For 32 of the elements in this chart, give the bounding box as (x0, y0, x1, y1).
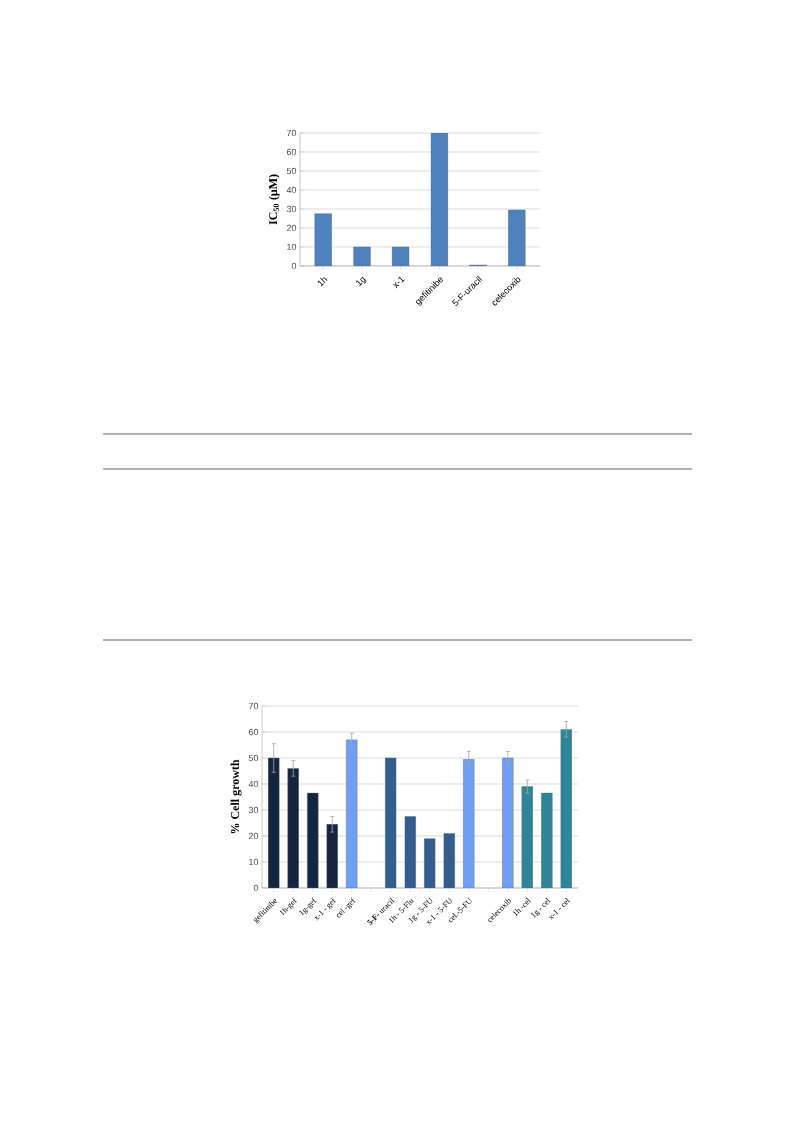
y-tick-label: 10 (287, 243, 297, 251)
x-tick-label: 1h (317, 277, 328, 287)
y-tick-label: 0 (291, 262, 297, 270)
bar (287, 768, 299, 888)
y-tick-label: 30 (248, 806, 259, 814)
y-tick-label: 60 (248, 728, 259, 736)
y-tick-label: 30 (286, 205, 297, 213)
bar (404, 816, 416, 888)
y-tick-label: 20 (248, 832, 259, 840)
bar (521, 786, 533, 888)
bar (463, 759, 475, 888)
y-tick-label: 70 (248, 702, 259, 710)
bar (326, 824, 338, 888)
bar (314, 213, 332, 266)
y-tick-label: 50 (248, 754, 259, 762)
y-tick-label: 40 (248, 780, 259, 788)
x-tick-label: cel -gef (336, 897, 356, 918)
y-tick-label: 40 (286, 186, 297, 194)
y-tick-label: 20 (286, 224, 297, 232)
bar (430, 133, 449, 266)
y-tick-label: 0 (253, 884, 259, 892)
y-tick-label: 60 (286, 148, 297, 156)
y-axis-title: % Cell growth (230, 759, 242, 834)
x-tick-label: 1h -cel (513, 897, 532, 917)
y-axis-title: IC$_{50}$ (μM) (268, 174, 280, 225)
y-tick-label: 70 (286, 129, 297, 137)
y-tick-label: 10 (249, 858, 259, 866)
bar (560, 729, 572, 888)
y-tick-label: 50 (286, 167, 297, 175)
x-tick-label: x-1 (392, 276, 405, 289)
bar (424, 838, 436, 888)
x-tick-label: 1g (356, 276, 367, 287)
